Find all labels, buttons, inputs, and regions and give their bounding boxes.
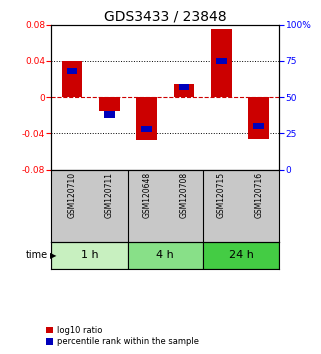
Bar — [104, 112, 115, 118]
Bar — [254, 123, 264, 129]
Bar — [174, 84, 194, 97]
Text: 24 h: 24 h — [229, 251, 253, 261]
Bar — [67, 68, 77, 74]
Bar — [62, 61, 82, 97]
Legend: log10 ratio, percentile rank within the sample: log10 ratio, percentile rank within the … — [46, 326, 199, 346]
Bar — [211, 29, 232, 97]
Title: GDS3433 / 23848: GDS3433 / 23848 — [104, 10, 227, 24]
Text: GSM120715: GSM120715 — [217, 172, 226, 218]
Bar — [248, 97, 269, 139]
Text: time: time — [26, 251, 48, 261]
Text: GSM120710: GSM120710 — [67, 172, 76, 218]
Bar — [136, 97, 157, 140]
Bar — [142, 126, 152, 132]
Bar — [203, 242, 279, 269]
Text: 1 h: 1 h — [81, 251, 99, 261]
Bar — [128, 242, 203, 269]
Text: GSM120711: GSM120711 — [105, 172, 114, 218]
Text: 4 h: 4 h — [156, 251, 174, 261]
Text: GSM120648: GSM120648 — [142, 172, 151, 218]
Bar — [216, 58, 227, 64]
Text: GSM120716: GSM120716 — [254, 172, 263, 218]
Bar — [179, 84, 189, 90]
Bar — [51, 242, 128, 269]
Bar — [99, 97, 119, 111]
Text: ▶: ▶ — [50, 251, 56, 260]
Text: GSM120708: GSM120708 — [179, 172, 188, 218]
